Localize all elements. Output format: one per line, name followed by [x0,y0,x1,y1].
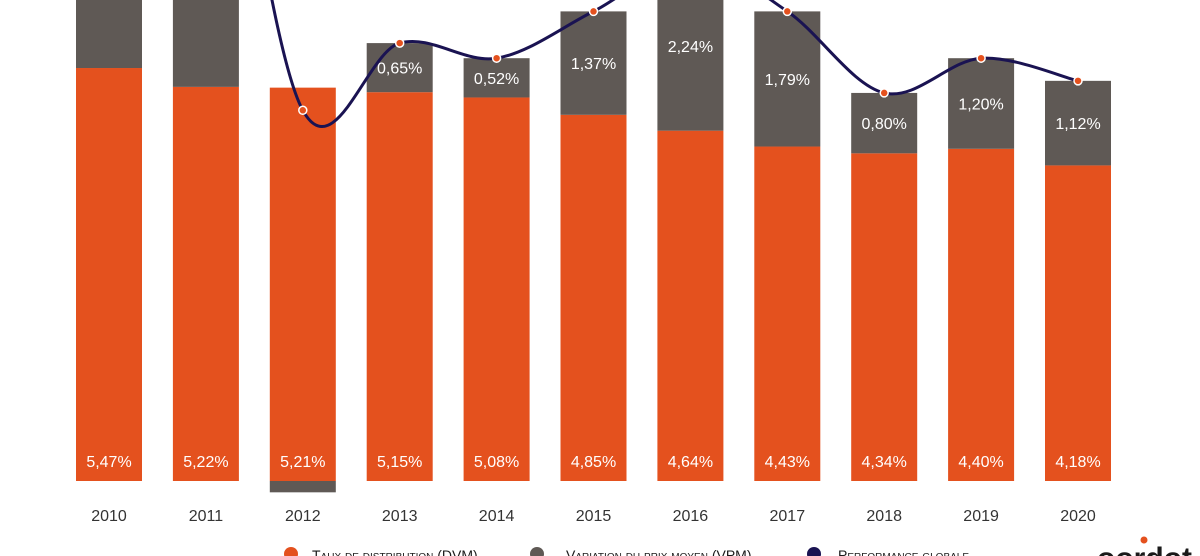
legend-item-vpm: Variation du prix moyen (VPM) [530,547,752,556]
bar-dvm-2010 [76,68,142,481]
label-dvm-2019: 4,40% [958,454,1003,471]
x-tick-2010: 2010 [91,508,127,525]
x-tick-2017: 2017 [770,508,806,525]
bar-dvm-2016 [657,130,724,481]
label-dvm-2015: 4,85% [571,454,616,471]
x-tick-2012: 2012 [285,508,321,525]
bar-dvm-2017 [754,146,821,481]
label-dvm-2014: 5,08% [474,454,519,471]
bar-dvm-2018 [851,153,918,481]
legend-marker-vpm [530,547,544,556]
bar-vpm-2017 [754,11,821,147]
label-dvm-2012: 5,21% [280,454,325,471]
legend-label-perf: Performance globale [838,547,969,556]
performance-point-2012 [298,105,308,116]
bar-vpm-2014 [463,58,530,98]
performance-point-2015 [588,6,599,17]
bar-dvm-2020 [1045,165,1111,481]
x-axis-ticks: 2010 2011 2012 2013 2014 2015 2016 2017 2018 2019… [91,508,1096,525]
bar-vpm-2013 [366,43,433,93]
legend-label-dvm: Taux de distribution (DVM) [312,547,478,556]
legend-marker-perf [807,547,821,556]
label-vpm-2015: 1,37% [571,56,616,73]
label-dvm-2011: 5,22% [183,454,228,471]
performance-point-2020 [1073,76,1083,86]
label-vpm-2013: 0,65% [377,61,422,78]
label-vpm-2017: 1,79% [765,72,810,89]
bar-dvm-2015 [560,114,627,481]
logo-text: oordot [1097,542,1192,556]
bar-vpm-2015 [560,11,627,115]
bar-vpm-2018 [851,92,918,154]
bar-dvm-2013 [366,92,433,482]
label-dvm-2016: 4,64% [668,454,713,471]
bar-vpm-2011 [172,0,239,87]
legend-item-dvm: Taux de distribution (DVM) [284,547,478,556]
performance-point-2014 [491,53,502,63]
legend: Taux de distribution (DVM) Variation du … [284,547,969,556]
label-dvm-2018: 4,34% [862,454,907,471]
performance-point-2019 [976,53,986,63]
bar-vpm-2012 [269,481,336,493]
x-tick-2018: 2018 [866,508,902,525]
bar-vpm-2016 [657,0,724,131]
performance-point-2013 [394,38,405,48]
x-tick-2015: 2015 [576,508,612,525]
label-vpm-2018: 0,80% [862,116,907,133]
bar-vpm-2010 [76,0,142,69]
bar-dvm-2012 [269,87,336,482]
label-vpm-2020: 1,12% [1055,116,1100,133]
label-vpm-2016: 2,24% [668,39,713,56]
bar-labels-layer: 5,47%5,47%5,22%5,22%5,21%5,15%0,65%5,08%… [86,39,1100,471]
legend-item-perf: Performance globale [807,547,969,556]
label-vpm-2019: 1,20% [958,97,1003,114]
logo-dot-icon [1140,536,1148,544]
label-vpm-2014: 0,52% [474,71,519,88]
legend-marker-dvm [284,547,298,556]
bar-dvm-2019 [948,148,1015,482]
label-dvm-2020: 4,18% [1055,454,1100,471]
x-tick-2013: 2013 [382,508,418,525]
bar-dvm-2011 [172,86,239,481]
bars-layer [76,0,1111,493]
performance-point-2018 [879,88,889,98]
x-tick-2020: 2020 [1060,508,1096,525]
brand-logo: oordot [1097,536,1192,556]
label-dvm-2010: 5,47% [86,454,131,471]
x-tick-2014: 2014 [479,508,515,525]
performance-line-layer [270,0,1083,129]
x-tick-2016: 2016 [673,508,709,525]
bar-dvm-2014 [463,97,530,482]
performance-point-2017 [782,6,793,17]
legend-label-vpm: Variation du prix moyen (VPM) [566,547,752,556]
x-tick-2011: 2011 [189,508,224,525]
bar-vpm-2019 [948,58,1015,149]
label-dvm-2017: 4,43% [765,454,810,471]
bar-vpm-2020 [1045,80,1111,166]
label-dvm-2013: 5,15% [377,454,422,471]
x-tick-2019: 2019 [963,508,999,525]
